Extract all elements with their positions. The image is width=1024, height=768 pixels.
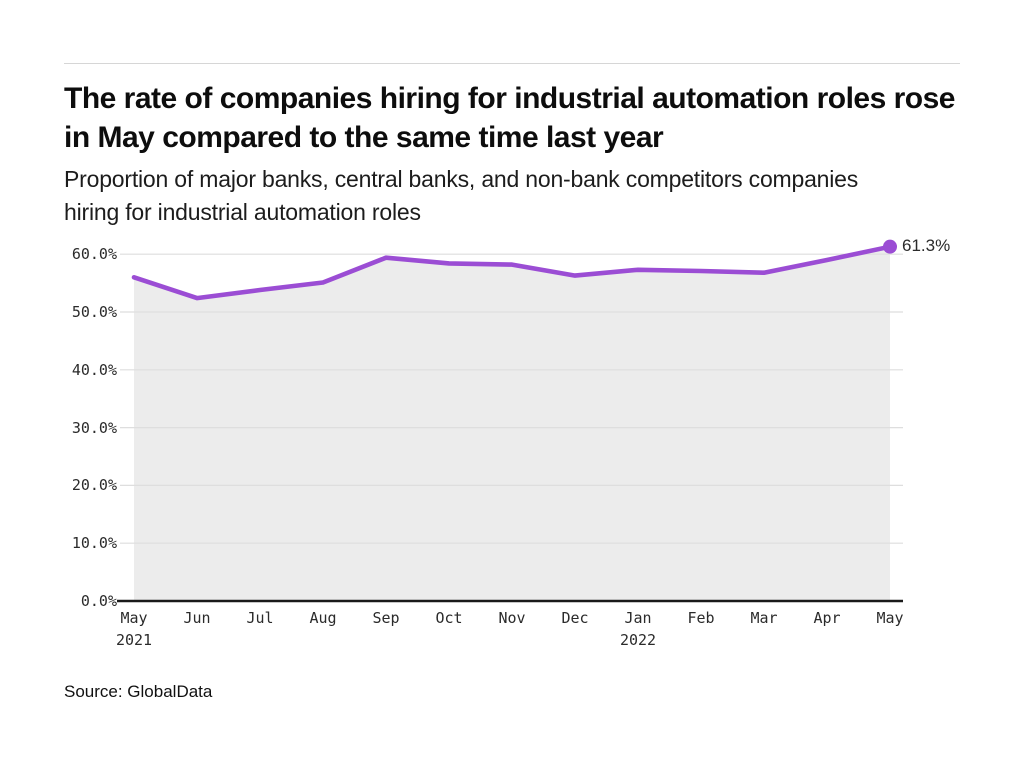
series-area-fill bbox=[134, 246, 890, 601]
y-axis-tick-label: 50.0% bbox=[71, 303, 117, 321]
y-axis-tick-label: 40.0% bbox=[71, 360, 117, 379]
y-axis-tick-label: 20.0% bbox=[71, 476, 117, 495]
x-axis-tick-label: Apr bbox=[813, 609, 841, 627]
x-axis-tick-label: Jul bbox=[246, 609, 274, 627]
x-axis-tick-label: Jun bbox=[183, 609, 211, 627]
last-point-value-label: 61.3% bbox=[902, 236, 951, 255]
last-point-marker bbox=[883, 239, 897, 254]
chart-subtitle: Proportion of major banks, central banks… bbox=[64, 166, 859, 225]
chart-title: The rate of companies hiring for industr… bbox=[64, 82, 955, 154]
y-axis-tick-label: 30.0% bbox=[71, 418, 117, 437]
x-axis-tick-label: Mar bbox=[750, 609, 778, 627]
y-axis-tick-label: 60.0% bbox=[71, 245, 117, 264]
x-axis-tick-label: Aug bbox=[309, 609, 337, 627]
y-axis-tick-label: 10.0% bbox=[71, 534, 117, 553]
source-attribution: Source: GlobalData bbox=[64, 682, 213, 701]
x-axis-tick-label: Dec bbox=[561, 609, 589, 627]
x-axis-tick-label: May bbox=[876, 609, 904, 627]
series-line bbox=[131, 244, 893, 301]
x-axis-tick-label: Jan bbox=[624, 609, 652, 627]
top-divider bbox=[64, 63, 960, 64]
y-axis-tick-label: 0.0% bbox=[80, 592, 117, 610]
x-axis-year-label: 2022 bbox=[619, 631, 657, 649]
x-axis-tick-label: May bbox=[120, 609, 148, 627]
x-axis-tick-label: Sep bbox=[372, 609, 400, 627]
x-axis-tick-label: Feb bbox=[687, 609, 715, 627]
x-axis-tick-label: Oct bbox=[435, 609, 463, 627]
x-axis-tick-label: Nov bbox=[498, 609, 526, 627]
x-axis-year-label: 2021 bbox=[115, 631, 153, 649]
